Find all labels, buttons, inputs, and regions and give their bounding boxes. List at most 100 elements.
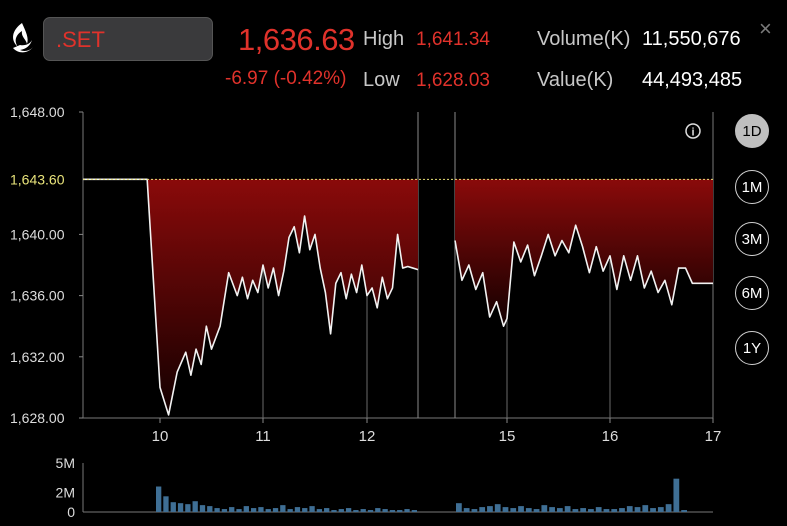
y-tick-label: 1,640.00: [10, 226, 65, 242]
volume-bar: [510, 508, 517, 512]
last-price: 1,636.63: [238, 22, 355, 57]
y-tick-label: 1,628.00: [10, 410, 65, 426]
volume-tick-label: 2M: [56, 484, 75, 500]
volume-bar: [265, 509, 271, 512]
volume-bar: [533, 509, 540, 512]
volume-bar: [287, 509, 293, 512]
volume-bar: [397, 510, 403, 512]
volume-bar: [487, 506, 493, 512]
volume-bar: [353, 510, 359, 512]
info-icon[interactable]: i: [685, 123, 701, 139]
volume-bar: [236, 509, 242, 512]
x-tick-label: 17: [705, 428, 722, 445]
volume-bar: [411, 510, 417, 512]
volume-bar: [479, 507, 486, 512]
volume-bar: [243, 506, 249, 512]
volume-bar: [338, 509, 344, 512]
volume-bar: [367, 510, 374, 512]
prev-close-label: 1,643.60: [10, 171, 65, 187]
volume-bar: [280, 505, 286, 512]
volume-bar: [681, 510, 687, 512]
volume-bar: [272, 508, 279, 512]
close-icon[interactable]: ×: [759, 16, 772, 41]
volume-bar: [588, 509, 594, 512]
volume-bar: [404, 509, 410, 512]
symbol-search-box[interactable]: .SET: [43, 17, 213, 61]
volume-bar: [642, 505, 649, 512]
y-tick-label: 1,632.00: [10, 349, 65, 365]
volume-bar: [221, 509, 228, 512]
volume-bar: [626, 506, 633, 512]
volume-bar: [463, 508, 470, 512]
range-button-1m[interactable]: 1M: [735, 170, 769, 204]
volume-bar: [665, 504, 672, 512]
range-label: 1D: [742, 122, 762, 140]
volume-bar: [302, 508, 308, 512]
price-line-afternoon: [454, 224, 713, 327]
price-change: -6.97 (-0.42%): [225, 68, 347, 89]
volume-bar: [389, 510, 396, 512]
svg-text:i: i: [691, 127, 694, 139]
range-button-1y[interactable]: 1Y: [735, 331, 769, 365]
volume-bar: [650, 508, 656, 512]
volume-bar: [456, 503, 462, 512]
volume-bar: [156, 486, 162, 512]
volume-bar: [525, 508, 532, 512]
volume-tick-label: 0: [67, 504, 75, 520]
value-value: 44,493,485: [642, 69, 743, 91]
volume-bar: [163, 496, 169, 512]
volume-bar: [324, 508, 330, 512]
volume-bar: [250, 508, 257, 512]
volume-bar: [595, 507, 602, 512]
volume-bar: [572, 509, 579, 512]
symbol-text: .SET: [56, 27, 105, 52]
price-line-morning: [83, 178, 419, 416]
volume-bar: [502, 507, 509, 512]
price-area-afternoon: [455, 179, 713, 327]
high-value: 1,641.34: [416, 29, 490, 50]
low-label: Low: [363, 69, 400, 91]
volume-bar: [185, 504, 191, 512]
range-label: 1Y: [742, 339, 762, 357]
volume-bar: [657, 507, 664, 512]
range-button-6m[interactable]: 6M: [735, 276, 769, 310]
range-label: 1M: [741, 178, 763, 196]
x-tick-label: 10: [152, 428, 169, 445]
volume-bar: [345, 508, 352, 512]
volume-bar: [294, 507, 301, 512]
volume-bar: [611, 509, 618, 512]
volume-bar: [564, 506, 571, 512]
volume-bar: [192, 501, 198, 512]
range-button-1d[interactable]: 1D: [735, 114, 769, 148]
x-tick-label: 12: [359, 428, 376, 445]
x-tick-label: 16: [602, 428, 619, 445]
x-tick-label: 11: [255, 428, 271, 445]
range-label: 3M: [741, 230, 763, 248]
range-button-3m[interactable]: 3M: [735, 222, 769, 256]
value-label: Value(K): [537, 69, 614, 91]
volume-bar: [549, 507, 555, 512]
volume-bar: [375, 508, 381, 512]
volume-bar: [518, 506, 524, 512]
volume-label: Volume(K): [537, 28, 631, 50]
volume-bar: [494, 504, 501, 512]
volume-bar: [619, 508, 625, 512]
volume-bar: [258, 507, 264, 512]
volume-bar: [580, 508, 587, 512]
low-value: 1,628.03: [416, 70, 490, 91]
volume-bar: [541, 505, 548, 512]
brand-logo-icon: [8, 22, 38, 56]
volume-value: 11,550,676: [642, 28, 741, 50]
volume-bar: [360, 509, 366, 512]
volume-bar: [177, 503, 184, 512]
volume-bar: [316, 509, 323, 512]
volume-bar: [207, 506, 213, 512]
y-tick-label: 1,636.00: [10, 288, 65, 304]
volume-bar: [170, 502, 176, 512]
volume-bar: [673, 478, 680, 512]
volume-bar: [556, 508, 563, 512]
volume-bar: [634, 507, 641, 512]
x-tick-label: 15: [499, 428, 516, 445]
high-label: High: [363, 28, 405, 50]
